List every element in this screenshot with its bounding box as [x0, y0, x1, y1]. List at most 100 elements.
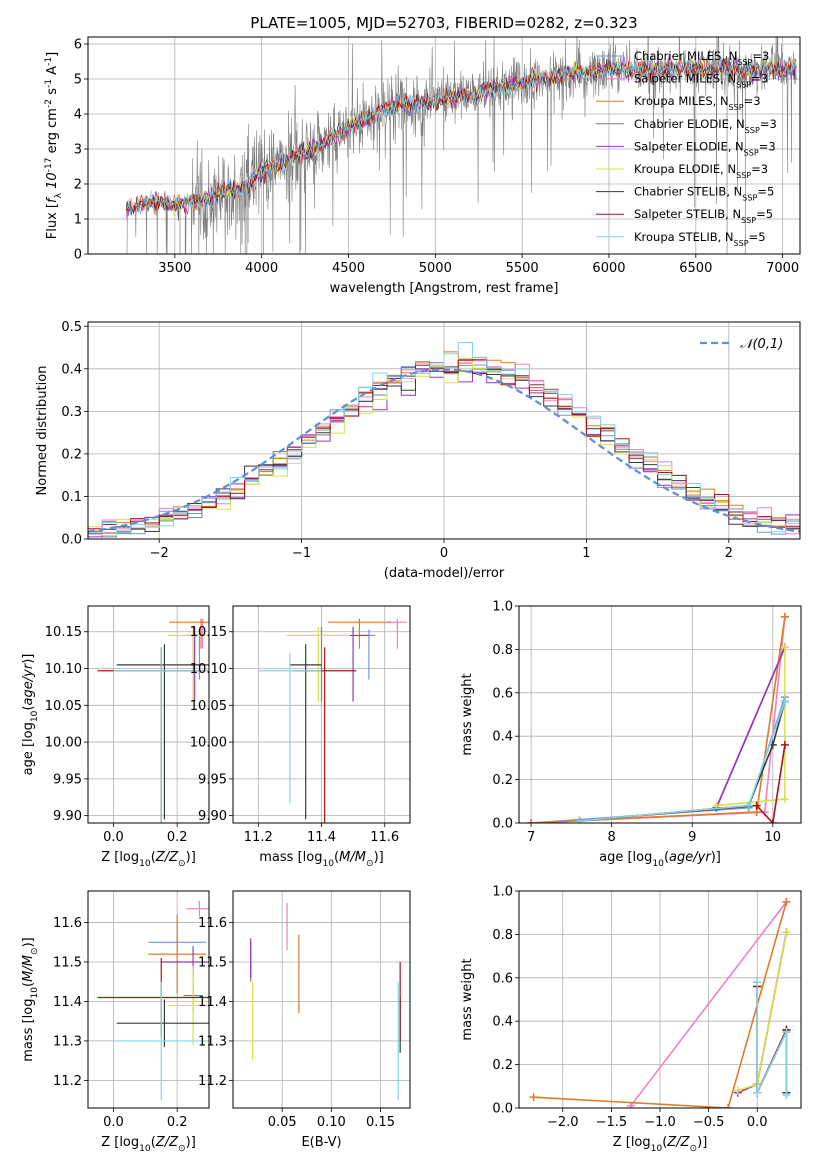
y-tick-label: 1.0 — [492, 885, 513, 900]
x-tick-label: 11.6 — [370, 830, 399, 845]
model-spectrum-line — [125, 57, 797, 213]
x-axis-label: Z [log10(Z/Z⊙)] — [613, 1135, 708, 1154]
residual-histogram — [88, 342, 800, 539]
mass-weight-line — [630, 901, 788, 1107]
panel-spectrum: 3500 4000 4500 5000 5500 6000 6500 7000 0 1 2 3 4 5 6 w… — [44, 14, 801, 296]
y-tick-label: 11.6 — [53, 916, 82, 931]
error-bar-point — [186, 900, 209, 917]
mass-weight-marker — [780, 740, 789, 749]
y-tick-label: 3 — [74, 143, 82, 158]
mass-weight-line — [533, 901, 788, 1108]
y-tick-label: 5 — [74, 73, 82, 88]
y-axis-label: age [log10(age/yr)] — [21, 654, 40, 776]
axes-frame — [87, 890, 210, 1109]
y-tick-label: 9.95 — [53, 772, 82, 787]
x-axis-label: mass [log10(M/M⊙)] — [259, 850, 383, 869]
mass-weight-line — [531, 616, 786, 823]
y-tick-label: 9.90 — [53, 809, 82, 824]
mass-weight-marker — [782, 1090, 791, 1099]
gridlines — [233, 891, 410, 1108]
x-tick-label: 0.0 — [103, 830, 124, 845]
error-bar-point — [113, 647, 209, 823]
mass-weight-line — [531, 616, 786, 823]
observed-spectrum-line — [126, 37, 797, 254]
x-tick-label: −2 — [150, 546, 169, 561]
y-tick-label: 4 — [74, 108, 82, 123]
axes-frame — [232, 605, 411, 824]
x-tick-label: 0.05 — [268, 1115, 297, 1130]
y-tick-label: 10.00 — [45, 736, 82, 751]
y-axis-label: mass weight — [460, 673, 475, 755]
x-tick-label: 4000 — [245, 261, 278, 276]
y-tick-label: 10.10 — [45, 662, 82, 677]
error-bar-point — [312, 626, 331, 702]
plot-area — [88, 342, 800, 539]
mass-weight-line — [715, 646, 786, 809]
y-tick-label: 0.4 — [61, 362, 82, 377]
x-tick-label: 3500 — [158, 261, 191, 276]
error-bar-point — [148, 914, 206, 994]
y-tick-label: 11.5 — [53, 956, 82, 971]
y-tick-label: 0.4 — [492, 730, 513, 745]
y-tick-label: 11.2 — [198, 1074, 227, 1089]
x-axis-label: Z [log10(Z/Z⊙)] — [101, 1135, 196, 1154]
axis-ticks: 11.2 11.4 11.6 9.90 9.95 10.00 10.05 10.10 10.15 — [190, 625, 399, 845]
y-tick-label: 0.8 — [492, 928, 513, 943]
x-tick-label: 10 — [765, 830, 782, 845]
axis-ticks: 0.0 0.2 11.2 11.3 11.4 11.5 11.6 — [53, 916, 187, 1130]
x-tick-label: 0.15 — [366, 1115, 395, 1130]
axis-ticks: −2.0 −1.5 −1.0 −0.5 0.0 0.0 0.2 0.4 0.6 0.8 1.0 — [492, 885, 767, 1131]
x-axis-label: wavelength [Angstrom, rest frame] — [330, 281, 559, 296]
y-tick-label: 1.0 — [492, 600, 513, 615]
x-tick-label: 1 — [582, 546, 590, 561]
x-tick-label: 7 — [527, 830, 535, 845]
panel-mass-vs-extinction: 0.05 0.10 0.15 11.2 11.3 11.4 11.5 11.6 E(B-V) — [198, 890, 411, 1150]
error-bar-point — [362, 629, 376, 680]
x-axis-label: E(B-V) — [301, 1135, 341, 1150]
mass-weight-marker — [780, 612, 789, 621]
normal-distribution-curve — [88, 368, 800, 533]
axes-frame — [87, 36, 801, 255]
axes-frame — [518, 605, 802, 824]
mass-weight-marker — [780, 795, 789, 804]
x-axis-label: (data-model)/error — [384, 566, 505, 581]
legend-entry-label: Chabrier MILES, NSSP=3 — [634, 49, 769, 67]
gridlines — [88, 891, 209, 1108]
mass-weight-marker — [527, 819, 536, 823]
chart-title: PLATE=1005, MJD=52703, FIBERID=0282, z=0… — [250, 14, 637, 32]
y-axis-label: Normed distribution — [35, 366, 50, 496]
x-axis-label: age [log10(age/yr)] — [599, 850, 721, 869]
plot-area — [527, 612, 789, 823]
y-tick-label: 0.6 — [492, 971, 513, 986]
error-bar-point — [327, 618, 392, 649]
panel-age-vs-mass: 11.2 11.4 11.6 9.90 9.95 10.00 10.05 10.10 10.15… — [190, 605, 411, 869]
mass-weight-marker — [744, 801, 753, 810]
error-bar-point — [116, 644, 209, 820]
y-tick-label: 11.4 — [198, 995, 227, 1010]
x-tick-label: 0.2 — [167, 1115, 188, 1130]
axis-ticks: −2 −1 0 1 2 0.0 0.1 0.2 0.3 0.4 0.5 — [61, 320, 733, 561]
mass-weight-marker — [733, 1086, 742, 1095]
legend: Chabrier MILES, NSSP=3 Salpeter MILES, NS… — [596, 49, 777, 247]
error-bar-point — [387, 618, 407, 649]
legend: 𝒩(0,1) — [700, 337, 783, 352]
plot-area — [529, 897, 791, 1108]
x-tick-label: 5000 — [419, 261, 452, 276]
x-tick-label: 8 — [608, 830, 616, 845]
panel-age-vs-metallicity: 0.0 0.2 9.90 9.95 10.00 10.05 10.10 10.15 Z [log… — [21, 605, 210, 869]
error-bar-point — [289, 644, 322, 820]
gridlines — [519, 605, 801, 824]
x-tick-label: −0.5 — [693, 1115, 725, 1130]
panel-weight-vs-metallicity: −2.0 −1.5 −1.0 −0.5 0.0 0.0 0.2 0.4 0.6 0.8 1.0 Z [… — [460, 885, 802, 1154]
y-tick-label: 0.0 — [492, 817, 513, 832]
axis-ticks: 3500 4000 4500 5000 5500 6000 6500 7000 0 1 2 3 4 5 6 — [74, 38, 799, 277]
panel-mass-vs-metallicity: 0.0 0.2 11.2 11.3 11.4 11.5 11.6 Z [log10(Z/Z⊙)… — [21, 890, 210, 1154]
plot-area — [97, 900, 209, 1101]
y-tick-label: 0.3 — [61, 405, 82, 420]
x-tick-label: 0 — [440, 546, 448, 561]
error-bar-point — [169, 618, 209, 649]
y-axis-label: mass [log10(M/M⊙)] — [21, 937, 40, 1061]
mass-weight-marker — [529, 1093, 538, 1102]
mass-weight-marker — [575, 816, 584, 823]
